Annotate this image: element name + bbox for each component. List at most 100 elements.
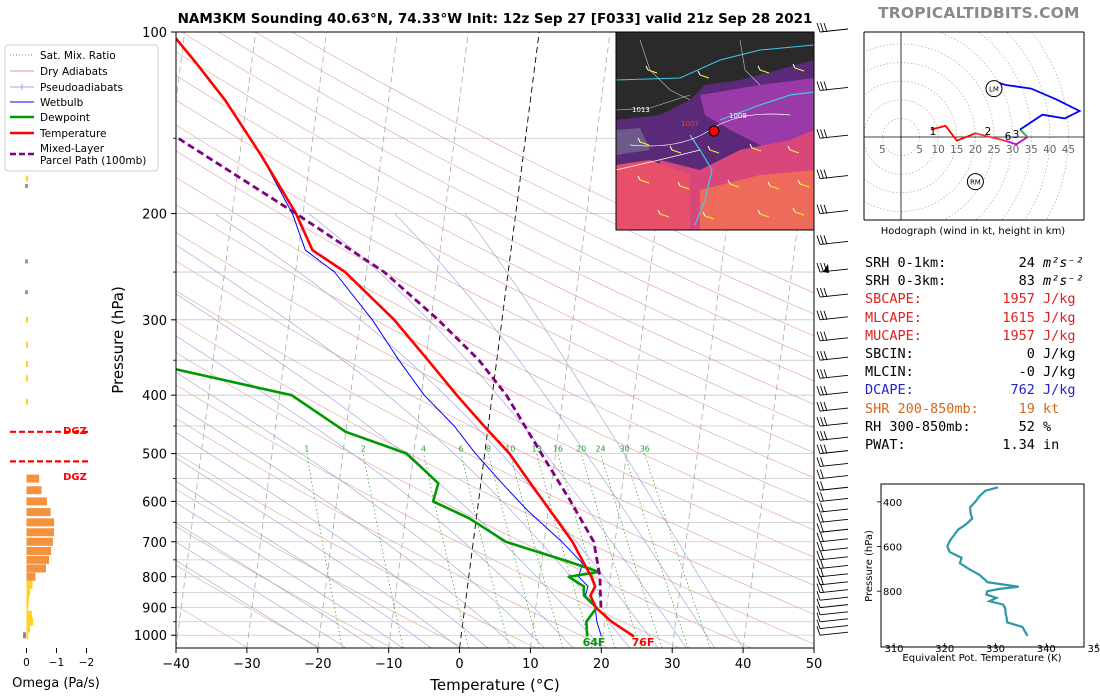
wind-barb-flag <box>816 513 821 523</box>
wind-barb <box>816 22 849 33</box>
wind-barb-flag <box>820 550 824 560</box>
param-name: MLCAPE: <box>865 309 922 326</box>
wind-barb-flag <box>816 598 821 608</box>
wind-barb-flag <box>816 457 821 467</box>
dgz-top-label: DGZ <box>63 426 87 437</box>
wind-barb-flag <box>823 169 828 179</box>
isotherm-line <box>388 32 469 648</box>
map-wind-barb-flag <box>757 209 761 215</box>
hodograph-ring-label: 5 <box>879 144 886 156</box>
wind-barb-shaft <box>819 556 849 561</box>
y-tick-label: 700 <box>142 536 167 551</box>
hodograph-rm-marker <box>966 173 984 191</box>
wind-barb <box>816 559 849 569</box>
map-wind-barb-flag <box>749 143 753 149</box>
param-value: 19 kt <box>1019 400 1095 418</box>
omega-x-tick-label: 0 <box>23 657 30 669</box>
wind-barb-flag <box>816 310 821 320</box>
series-wetbulb <box>176 37 602 637</box>
theta-e-profile <box>946 486 1029 637</box>
x-tick-label: 10 <box>522 657 539 672</box>
wind-barb-shaft <box>819 337 849 342</box>
hodograph-trace <box>975 132 1006 142</box>
wind-barb-shaft <box>819 589 849 594</box>
legend-label: Parcel Path (100mb) <box>40 155 146 167</box>
mixing-ratio-line <box>600 453 663 648</box>
wind-barb <box>816 619 849 630</box>
legend-label: Sat. Mix. Ratio <box>40 50 116 62</box>
wind-barb-flag <box>816 541 821 552</box>
mixing-ratio-line <box>536 453 593 648</box>
omega-bar <box>26 486 42 495</box>
omega-bar <box>26 610 32 619</box>
wind-barb-shaft <box>819 87 849 91</box>
dry-adiabat <box>176 384 680 648</box>
wind-barb-flag <box>816 532 821 542</box>
map-wind-barb-flag <box>797 179 801 185</box>
wind-barb-flag <box>823 401 828 412</box>
wind-barb <box>816 492 849 502</box>
hodograph-ring-label: 35 <box>1025 144 1038 156</box>
mixing-ratio-label: 2 <box>361 445 366 454</box>
mixing-ratio-line <box>624 453 689 648</box>
param-number: 1615 <box>1002 309 1043 326</box>
wind-barb-shaft <box>819 573 849 578</box>
series-temperature <box>176 36 635 638</box>
wind-barb-flag <box>816 204 821 214</box>
mixing-ratio-label: 4 <box>421 445 426 454</box>
wind-barb-shaft <box>819 316 849 321</box>
theta-e-y-label: Pressure (hPa) <box>864 530 875 602</box>
wind-barb-flag <box>823 22 828 33</box>
param-unit: % <box>1043 418 1052 435</box>
x-axis-label: Temperature (°C) <box>429 676 559 694</box>
wind-barb-flag <box>823 369 828 379</box>
wind-barb-shaft <box>819 407 849 412</box>
y-tick-label: 900 <box>142 602 167 617</box>
param-name: SBCAPE: <box>865 291 922 308</box>
map-wind-barb-flag <box>787 145 791 151</box>
mixing-ratio-label: 13 <box>531 445 541 454</box>
wind-barb-shaft <box>819 631 849 636</box>
param-value: 1.34 in <box>1002 436 1095 454</box>
map-wind-barb <box>679 185 690 190</box>
param-unit: J/kg <box>1043 346 1076 363</box>
param-unit: in <box>1043 437 1060 454</box>
wind-barb-shaft <box>819 28 849 33</box>
hodograph-height-marker: 1 <box>930 126 937 138</box>
map-pressure-label: 1013 <box>632 106 650 114</box>
param-row: DCAPE: 762 J/kg <box>865 381 1095 399</box>
hodograph-ring-label: 30 <box>1006 144 1019 156</box>
wind-barb-shaft <box>819 618 849 623</box>
wind-barb <box>816 81 849 91</box>
map-wind-barb-flag <box>792 63 796 69</box>
param-value: 0 J/kg <box>1027 345 1095 363</box>
wind-barb-shaft <box>819 134 849 139</box>
theta-y-tick-label: 800 <box>883 587 902 598</box>
wind-barb-flag <box>816 605 821 615</box>
wind-barb-flag <box>823 287 828 298</box>
param-value: 1957 J/kg <box>1002 327 1095 345</box>
mixing-ratio-line <box>488 453 540 648</box>
dry-adiabat <box>176 75 814 405</box>
omega-bar <box>26 175 28 182</box>
hodograph-trace <box>1019 128 1029 138</box>
hodograph-ring-label: 20 <box>969 144 982 156</box>
wind-barb-flag <box>823 204 828 214</box>
wind-barb-shaft <box>819 374 849 379</box>
mixing-ratio-label: 6 <box>458 445 463 454</box>
wind-barb-flag <box>816 523 821 533</box>
param-name: SRH 0-1km: <box>865 255 947 271</box>
theta-x-tick-label: 330 <box>986 644 1005 655</box>
map-wind-barb-flag <box>637 137 641 143</box>
wind-barb-shaft <box>819 508 849 513</box>
x-tick-label: 0 <box>455 657 463 672</box>
wind-barb-flag <box>816 129 821 139</box>
wind-barb-flag <box>820 513 824 523</box>
isotherm-line <box>176 32 257 648</box>
wind-barbs <box>816 22 849 636</box>
param-number: -0 <box>1018 364 1043 381</box>
wind-barb-flag <box>820 22 824 33</box>
param-row: SBCIN: 0 J/kg <box>865 345 1095 363</box>
y-tick-label: 200 <box>142 208 167 223</box>
param-value: -0 J/kg <box>1019 363 1095 381</box>
